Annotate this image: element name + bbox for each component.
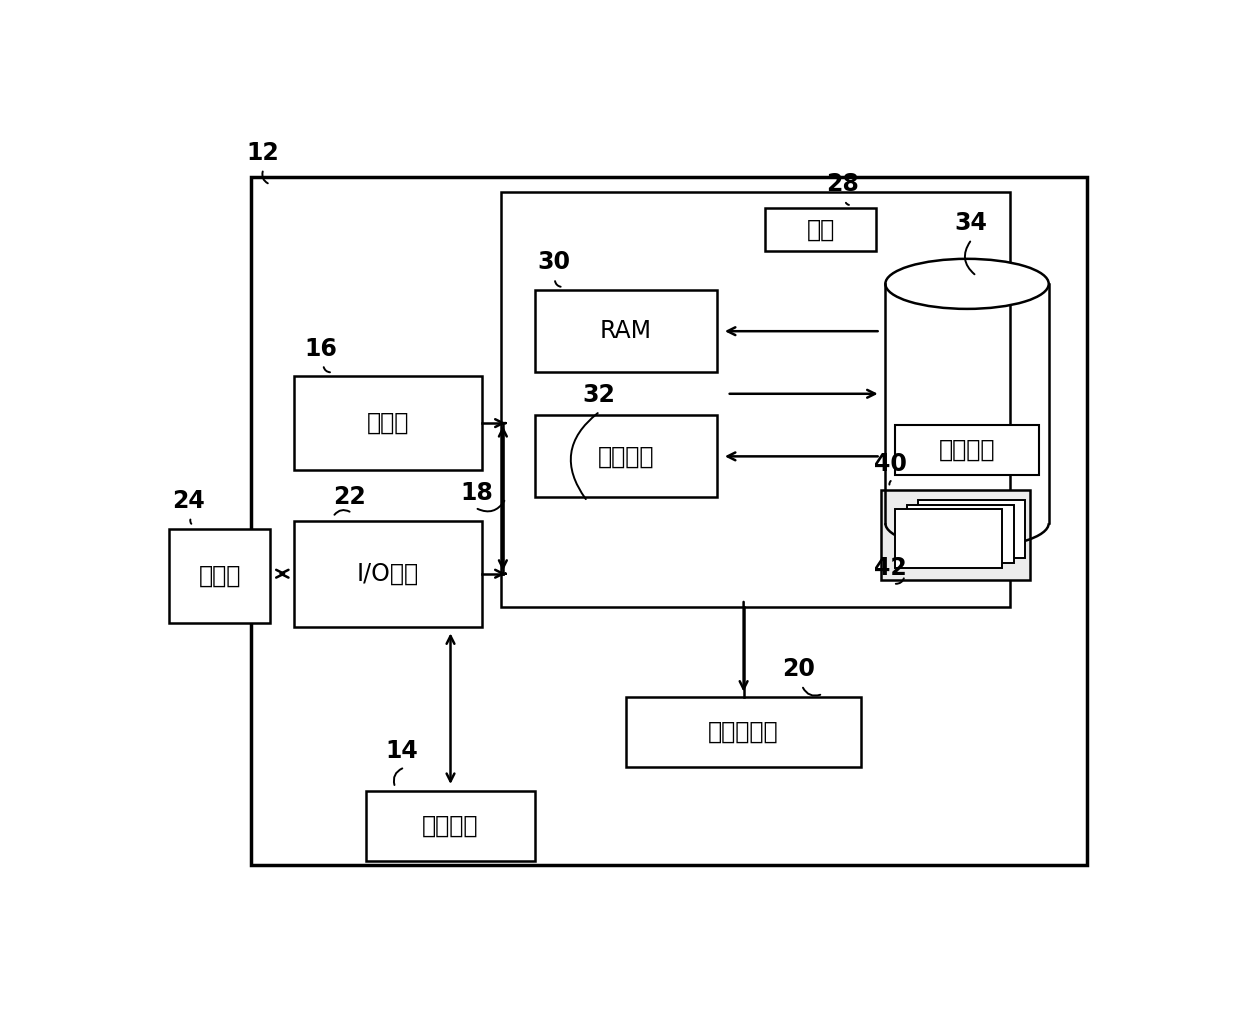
Text: 网络适配器: 网络适配器 [708, 720, 779, 744]
Bar [250, 177, 1087, 866]
Bar [534, 416, 717, 498]
Text: 30: 30 [537, 251, 570, 274]
Bar [170, 528, 270, 623]
Text: 外部设备: 外部设备 [423, 814, 479, 838]
Text: 处理器: 处理器 [367, 411, 409, 435]
Bar [895, 425, 1039, 475]
Ellipse shape [885, 259, 1049, 309]
Bar [906, 505, 1014, 563]
Text: 12: 12 [247, 141, 279, 165]
Text: 28: 28 [826, 173, 858, 196]
Text: RAM: RAM [600, 319, 652, 343]
Text: 14: 14 [386, 740, 418, 763]
Text: 存储系统: 存储系统 [939, 438, 996, 462]
Text: 18: 18 [460, 482, 494, 505]
Text: 16: 16 [304, 336, 337, 361]
Text: 42: 42 [874, 556, 906, 579]
Text: 高速缓存: 高速缓存 [598, 444, 655, 468]
Text: 32: 32 [583, 383, 615, 407]
Text: 24: 24 [172, 489, 205, 513]
Text: 内存: 内存 [806, 217, 835, 242]
Text: I/O接口: I/O接口 [357, 562, 419, 585]
Bar [294, 376, 481, 470]
Bar [294, 521, 481, 627]
Bar [918, 500, 1025, 559]
Text: 22: 22 [332, 486, 366, 509]
Bar [626, 697, 862, 767]
Bar [367, 790, 534, 862]
Bar [895, 509, 1002, 568]
Text: 34: 34 [955, 211, 987, 236]
Bar [765, 208, 875, 251]
Bar [880, 490, 1029, 579]
Text: 显示器: 显示器 [198, 564, 241, 587]
Bar [501, 192, 1011, 607]
Bar [534, 291, 717, 372]
Text: 20: 20 [782, 657, 816, 682]
Text: 40: 40 [874, 451, 906, 475]
